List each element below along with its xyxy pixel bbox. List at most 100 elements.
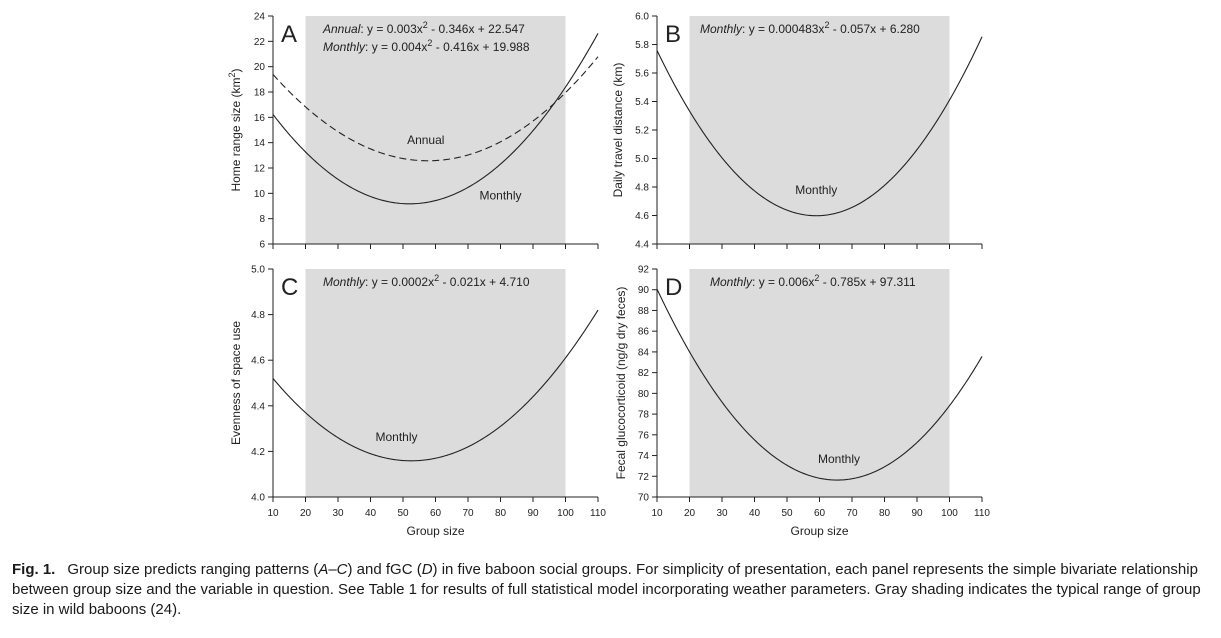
- equation-monthly: Monthly: y = 0.000483x2 - 0.057x + 6.280: [700, 20, 920, 36]
- x-tick-label: 20: [300, 508, 312, 519]
- x-tick-label: 110: [590, 508, 606, 519]
- curve-label-monthly: Monthly: [795, 183, 837, 197]
- x-axis-label: Group size: [790, 524, 848, 538]
- y-tick-label: 10: [254, 189, 266, 200]
- typical-range-shading: [305, 16, 566, 244]
- x-tick-label: 80: [495, 508, 507, 519]
- curve-monthly: [272, 309, 599, 462]
- x-tick-label: 70: [462, 508, 474, 519]
- equation-name: Monthly: [710, 275, 753, 289]
- equation-colon: :: [752, 275, 759, 289]
- x-tick-label: 20: [684, 508, 696, 519]
- y-axis-label-sup: 2: [227, 72, 237, 77]
- x-tick-label: 40: [365, 508, 377, 519]
- y-tick-label: 4.6: [251, 356, 265, 367]
- x-tick-label: 40: [749, 508, 761, 519]
- typical-range-shading: [305, 269, 566, 497]
- x-tick-label: 50: [397, 508, 409, 519]
- x-axis-label: Group size: [406, 524, 464, 538]
- y-tick-label: 88: [638, 306, 650, 317]
- curve-label-annual: Annual: [407, 133, 444, 147]
- equation-rhs: - 0.416x + 19.988: [432, 40, 529, 54]
- y-tick-label: 6.0: [635, 12, 649, 23]
- panel-b: Monthly 4.4 4.6 4.8 5.0 5.2 5.4 5.6 5.8 6.0 B Month…: [611, 12, 983, 251]
- caption-italic-1: A–C: [318, 561, 348, 578]
- typical-range-shading: [689, 16, 950, 244]
- y-axis-label-tail: ): [229, 68, 243, 72]
- x-tick-label: 80: [879, 508, 891, 519]
- y-axis-label-text: Evenness of space use: [229, 321, 243, 445]
- y-tick-label: 72: [638, 472, 650, 483]
- equation-annual: Annual: y = 0.003x2 - 0.346x + 22.547: [322, 20, 525, 36]
- y-tick-label: 78: [638, 410, 650, 421]
- x-tick-label: 50: [781, 508, 793, 519]
- equation-name: Monthly: [323, 275, 366, 289]
- equation-exponent: 2: [434, 273, 439, 283]
- curve-label-monthly: Monthly: [818, 452, 860, 466]
- panel-letter: C: [281, 274, 298, 301]
- equation-rhs: - 0.346x + 22.547: [428, 22, 525, 36]
- y-tick-label: 5.0: [635, 154, 649, 165]
- equation-rhs: - 0.057x + 6.280: [829, 22, 920, 36]
- curve-label-monthly: Monthly: [479, 189, 521, 203]
- caption-text-1: Group size predicts ranging patterns (: [67, 561, 319, 578]
- panel-letter: A: [281, 21, 297, 48]
- equation-colon: :: [742, 22, 749, 36]
- panel-c: Monthly 4.0 4.2 4.4 4.6 4.8 5.0 10 20 30 40 50 60 70 8…: [229, 265, 606, 539]
- y-tick-label: 86: [638, 327, 650, 338]
- equation-name: Monthly: [700, 22, 743, 36]
- y-tick-label: 14: [254, 138, 266, 149]
- x-tick-label: 110: [974, 508, 990, 519]
- y-tick-label: 4.6: [635, 211, 649, 222]
- y-axis-label: Evenness of space use: [229, 321, 243, 445]
- x-tick-label: 60: [430, 508, 442, 519]
- x-tick-label: 10: [651, 508, 663, 519]
- y-tick-label: 5.8: [635, 40, 649, 51]
- equation-lhs: y = 0.006x: [759, 275, 815, 289]
- equation-rhs: - 0.785x + 97.311: [819, 275, 916, 289]
- equation-lhs: y = 0.003x: [367, 22, 423, 36]
- caption-text-2: ) and fGC (: [347, 561, 422, 578]
- y-tick-label: 6: [259, 240, 265, 251]
- y-axis-label: Fecal glucocorticoid (ng/g dry feces): [614, 287, 628, 480]
- x-tick-label: 90: [527, 508, 539, 519]
- equation-monthly: Monthly: y = 0.004x2 - 0.416x + 19.988: [323, 38, 530, 54]
- curve-monthly: [656, 288, 983, 481]
- equation-colon: :: [365, 275, 372, 289]
- y-tick-label: 70: [638, 493, 650, 504]
- panel-letter: D: [665, 274, 682, 301]
- caption-italic-2: D: [421, 561, 433, 578]
- y-tick-label: 24: [254, 12, 266, 23]
- equation-lhs: y = 0.000483x: [749, 22, 825, 36]
- y-tick-label: 4.4: [251, 401, 265, 412]
- y-tick-label: 8: [259, 214, 265, 225]
- y-tick-label: 4.4: [635, 240, 649, 251]
- y-tick-label: 12: [254, 164, 266, 175]
- y-tick-label: 74: [638, 451, 650, 462]
- y-tick-label: 4.0: [251, 493, 265, 504]
- y-axis-label: Daily travel distance (km): [611, 63, 625, 198]
- y-tick-label: 16: [254, 113, 266, 124]
- y-tick-label: 5.6: [635, 69, 649, 80]
- equation-colon: :: [365, 40, 372, 54]
- caption-text-3: ) in five baboon social groups. For simp…: [12, 561, 1201, 618]
- y-tick-label: 20: [254, 62, 266, 73]
- y-tick-label: 84: [638, 347, 650, 358]
- y-tick-label: 5.4: [635, 97, 649, 108]
- x-tick-label: 30: [332, 508, 344, 519]
- equation-exponent: 2: [427, 38, 432, 48]
- curve-annual: [272, 56, 599, 162]
- equation-monthly: Monthly: y = 0.006x2 - 0.785x + 97.311: [710, 273, 916, 289]
- curve-monthly: [272, 33, 599, 205]
- equation-name: Monthly: [323, 40, 366, 54]
- y-tick-label: 90: [638, 285, 650, 296]
- equation-exponent: 2: [423, 20, 428, 30]
- y-tick-label: 22: [254, 37, 266, 48]
- x-tick-label: 60: [814, 508, 826, 519]
- y-tick-label: 18: [254, 88, 266, 99]
- equation-monthly: Monthly: y = 0.0002x2 - 0.021x + 4.710: [323, 273, 530, 289]
- panel-letter: B: [665, 21, 681, 48]
- equation-rhs: - 0.021x + 4.710: [439, 275, 530, 289]
- curve-label-monthly: Monthly: [375, 430, 417, 444]
